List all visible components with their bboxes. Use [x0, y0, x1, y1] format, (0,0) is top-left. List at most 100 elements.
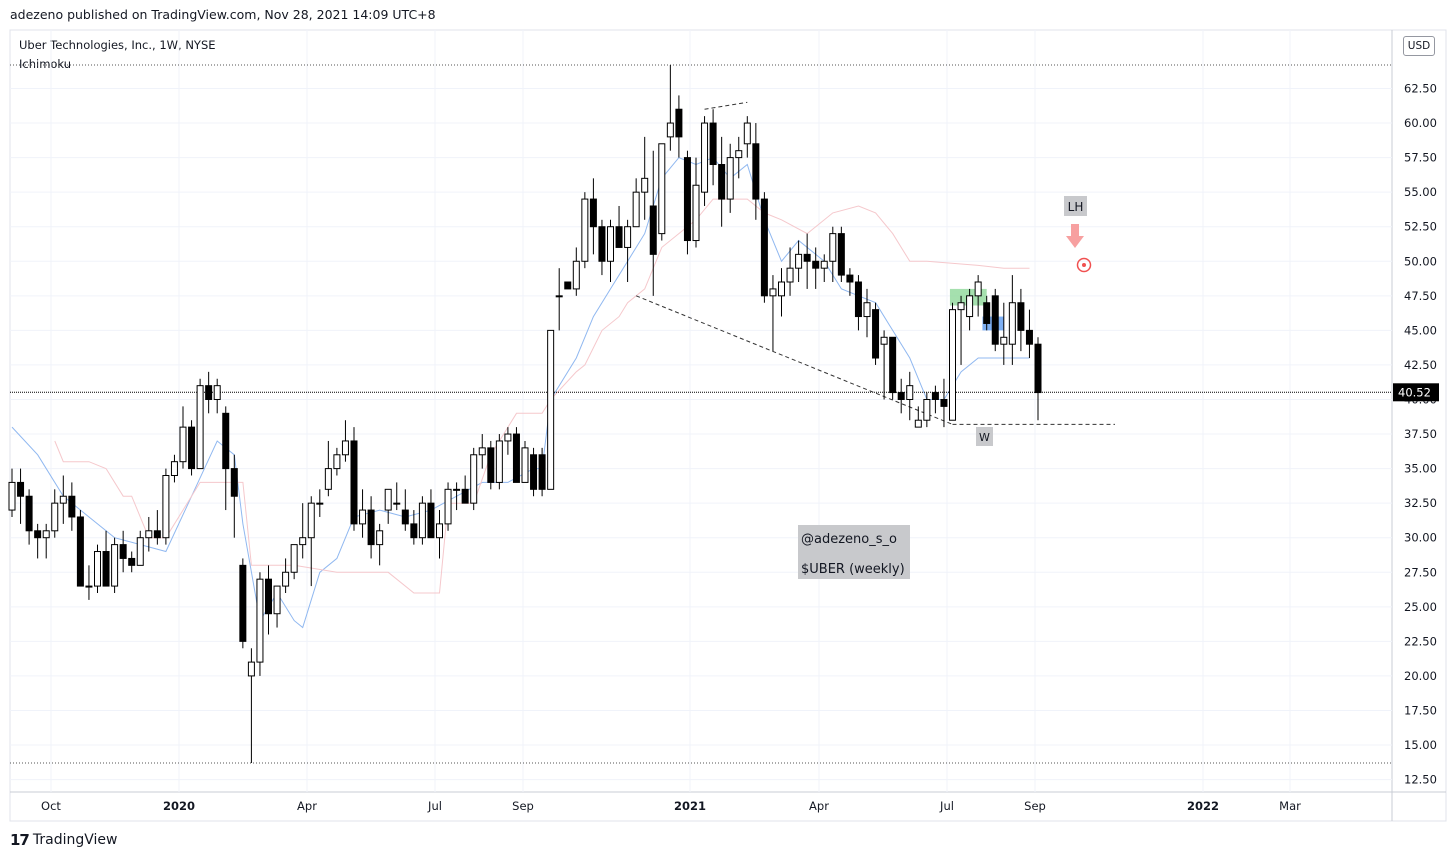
candle-body — [367, 509, 375, 546]
candle-body — [1017, 302, 1025, 331]
candle-body — [530, 454, 538, 490]
candle-body — [504, 433, 512, 442]
candle — [974, 275, 982, 317]
candle — [675, 95, 683, 158]
lh-label: LH — [1068, 200, 1084, 214]
candle — [786, 247, 794, 296]
candle — [359, 489, 367, 538]
candle-body — [760, 198, 768, 297]
candle — [649, 150, 657, 296]
candle-body — [675, 108, 683, 138]
candle-body — [966, 295, 974, 318]
candle-body — [949, 309, 956, 421]
price-tick-label: 55.00 — [1404, 185, 1437, 199]
candle-body — [282, 571, 290, 587]
last-price-badge — [1393, 383, 1439, 402]
candle-body — [718, 164, 726, 200]
candle-body — [59, 495, 67, 504]
candle — [538, 447, 546, 497]
candle-body — [239, 564, 247, 642]
candle — [461, 475, 469, 504]
candle — [418, 496, 426, 545]
candle-body — [495, 440, 503, 483]
candle-body — [538, 454, 546, 490]
candle-body — [641, 177, 649, 193]
candle-body — [889, 336, 897, 394]
candle — [931, 385, 939, 414]
candle — [521, 440, 529, 483]
candle — [778, 268, 785, 317]
candle-body — [376, 530, 384, 546]
candle-body — [795, 253, 803, 269]
candle — [709, 109, 717, 186]
candle-body — [393, 502, 401, 505]
candle-body — [983, 302, 991, 324]
candle-body — [25, 495, 33, 532]
candle — [991, 288, 999, 352]
candle — [641, 136, 649, 220]
candle-body — [735, 150, 743, 159]
price-axis[interactable]: 62.50 60.00 57.50 55.00 52.50 50.00 47.50 45.00… — [1393, 81, 1439, 787]
candle-body — [111, 544, 119, 587]
candle — [581, 192, 589, 269]
candle-body — [85, 585, 93, 588]
candle — [162, 468, 170, 545]
lh-label-box: LH — [1064, 196, 1087, 216]
candle-body — [51, 502, 59, 532]
candle — [701, 116, 709, 206]
currency-button[interactable]: USD — [1403, 36, 1435, 56]
price-tick-label: 12.50 — [1404, 773, 1437, 787]
candle — [726, 143, 734, 213]
candle-body — [547, 329, 555, 490]
candle — [683, 150, 691, 255]
candle — [512, 427, 520, 483]
candle — [333, 447, 341, 476]
candle-body — [247, 661, 255, 677]
candle — [624, 219, 632, 283]
candle — [341, 420, 349, 462]
candle — [34, 523, 42, 559]
target-dot — [1082, 263, 1086, 267]
candle — [299, 503, 307, 559]
candle — [949, 302, 956, 421]
candle-body — [683, 157, 691, 242]
candle-body — [273, 585, 281, 615]
last-price-label: 40.52 — [1398, 385, 1431, 399]
candle — [222, 406, 230, 511]
candle — [752, 123, 760, 220]
candle-body — [726, 157, 734, 200]
candle-body — [17, 481, 25, 497]
price-tick-label: 35.00 — [1404, 462, 1437, 476]
candle — [829, 226, 837, 283]
candle — [658, 143, 666, 241]
candle — [743, 116, 751, 158]
kijun-line — [54, 198, 1030, 594]
down-arrow-icon — [1066, 236, 1084, 248]
candle — [504, 427, 512, 455]
price-tick-label: 22.50 — [1404, 634, 1437, 648]
candle-body — [307, 502, 315, 539]
candle — [401, 489, 409, 531]
time-axis[interactable]: Oct 2020 Apr Jul Sep 2021 Apr Jul Sep 2022 Mar — [41, 799, 1301, 813]
candle — [1034, 337, 1042, 421]
candle-body — [478, 447, 486, 456]
w-label-box: W — [976, 427, 993, 446]
candle — [1017, 288, 1025, 352]
tradingview-footer[interactable]: 17 TradingView — [10, 831, 117, 849]
candle — [632, 178, 640, 228]
candle-body — [487, 447, 495, 483]
price-tick-label: 37.50 — [1404, 427, 1437, 441]
candle — [128, 551, 136, 573]
candle-body — [931, 392, 939, 400]
time-tick-label: Oct — [41, 799, 61, 813]
candle-body — [837, 233, 845, 276]
indicator-label[interactable]: Ichimoku — [19, 57, 72, 71]
candle-body — [42, 530, 50, 539]
candle — [1008, 275, 1016, 365]
candle — [889, 336, 897, 400]
target-circle-icon — [1076, 257, 1092, 273]
candle-body — [333, 454, 341, 470]
candle-body — [453, 488, 461, 491]
candle-body — [8, 481, 16, 511]
